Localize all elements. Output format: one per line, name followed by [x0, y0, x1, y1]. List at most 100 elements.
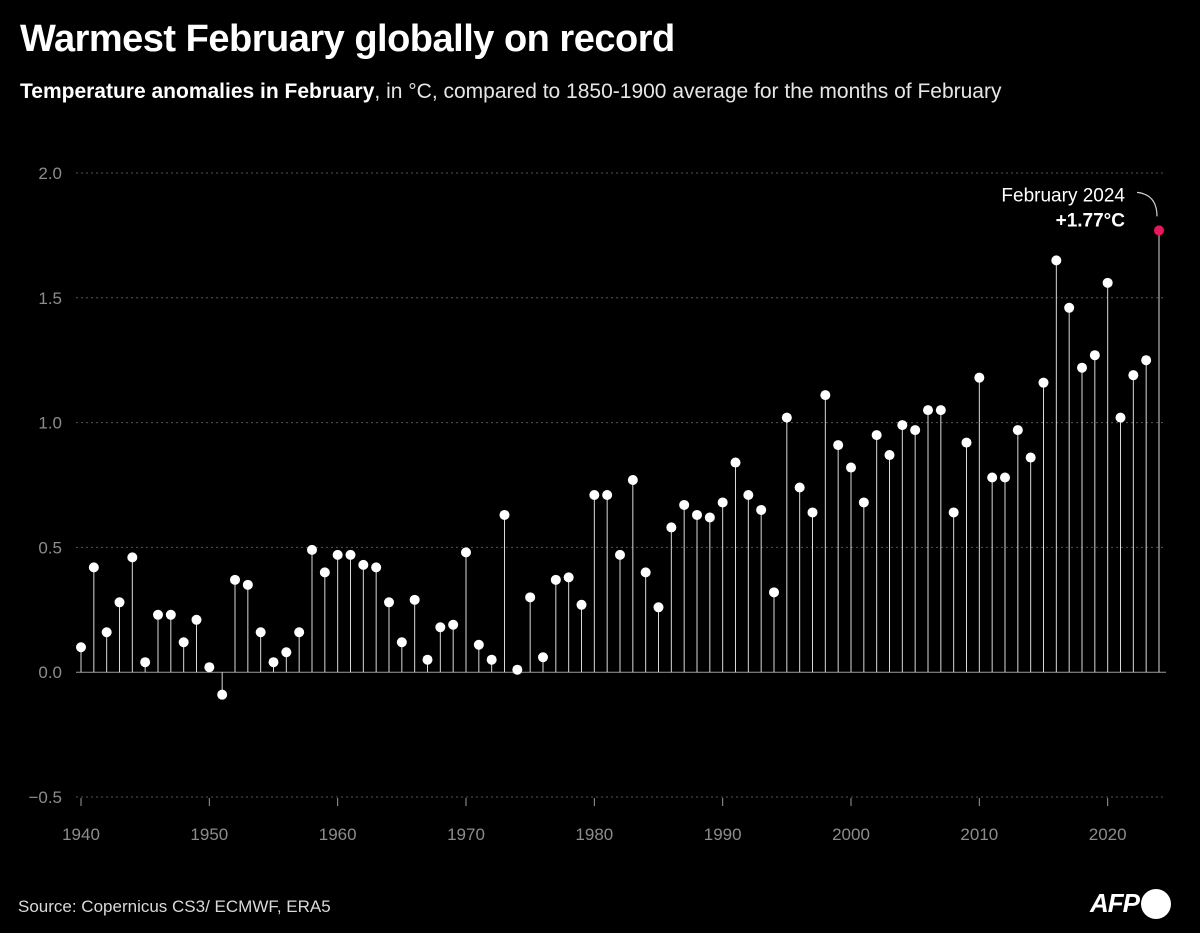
data-point — [409, 594, 420, 605]
data-point — [897, 420, 908, 431]
data-point — [576, 599, 587, 610]
data-point — [178, 637, 189, 648]
data-point — [486, 654, 497, 665]
data-point — [679, 499, 690, 510]
data-point — [1141, 355, 1152, 366]
subtitle-bold: Temperature anomalies in February — [20, 80, 375, 103]
x-tick-label: 1960 — [319, 825, 357, 844]
data-point — [217, 689, 228, 700]
data-point — [358, 559, 369, 570]
data-point — [1064, 302, 1075, 313]
data-point — [884, 450, 895, 461]
data-point — [242, 579, 253, 590]
chart-title: Warmest February globally on record — [20, 18, 675, 60]
data-point — [769, 587, 779, 598]
data-point — [101, 627, 112, 638]
data-point — [717, 497, 728, 508]
data-point — [1051, 255, 1062, 266]
data-point-highlight — [1154, 225, 1164, 236]
data-point — [589, 489, 600, 500]
data-point — [987, 472, 998, 483]
data-point — [781, 412, 792, 423]
data-point — [1128, 370, 1139, 381]
data-point — [294, 627, 305, 638]
data-point — [730, 457, 741, 468]
data-point — [1115, 412, 1126, 423]
data-point — [1012, 425, 1023, 436]
annotation-label: February 2024 — [1001, 185, 1125, 206]
data-point — [923, 405, 933, 416]
data-point — [319, 567, 330, 578]
y-tick-label: −0.5 — [28, 788, 62, 807]
data-point — [640, 567, 651, 578]
data-point — [332, 549, 343, 560]
data-point — [127, 552, 138, 563]
data-point — [1025, 452, 1036, 463]
data-point — [435, 622, 446, 633]
y-tick-label: 0.0 — [38, 663, 62, 682]
y-tick-label: 0.5 — [38, 538, 62, 557]
data-point — [820, 390, 831, 401]
data-point — [666, 522, 677, 533]
data-point — [307, 544, 317, 555]
data-point — [114, 597, 125, 608]
data-point — [615, 549, 625, 560]
logo-text: AFP — [1090, 888, 1140, 918]
data-point — [345, 549, 356, 560]
x-tick-label: 2010 — [960, 825, 998, 844]
data-point — [384, 597, 394, 608]
subtitle-rest: , in °C, compared to 1850-1900 average f… — [374, 80, 1002, 103]
data-point — [807, 507, 818, 518]
data-point — [1089, 350, 1100, 361]
data-point — [422, 654, 433, 665]
data-point — [948, 507, 959, 518]
x-tick-label: 1990 — [704, 825, 742, 844]
data-point — [935, 405, 946, 416]
data-point — [961, 437, 972, 448]
x-tick-label: 1940 — [62, 825, 100, 844]
data-point — [743, 489, 754, 500]
data-point — [268, 657, 279, 668]
source-note: Source: Copernicus CS3/ ECMWF, ERA5 — [18, 897, 331, 916]
x-tick-label: 1950 — [190, 825, 228, 844]
data-point — [756, 504, 767, 515]
data-point — [230, 574, 240, 585]
data-point — [396, 637, 407, 648]
x-tick-label: 1970 — [447, 825, 485, 844]
afp-logo: AFP — [1090, 888, 1171, 919]
y-tick-label: 1.0 — [38, 414, 62, 433]
data-point — [563, 572, 574, 583]
data-point — [1000, 472, 1010, 483]
data-point — [165, 609, 176, 620]
data-point — [255, 627, 266, 638]
data-point — [974, 372, 985, 383]
chart-subtitle: Temperature anomalies in February, in °C… — [20, 80, 1001, 104]
data-point — [512, 664, 523, 675]
data-point — [1077, 362, 1087, 373]
x-tick-label: 1980 — [575, 825, 613, 844]
annotation-value: +1.77°C — [1056, 210, 1126, 231]
data-point — [846, 462, 856, 473]
data-point — [910, 425, 921, 436]
data-point — [871, 430, 882, 441]
data-point — [76, 642, 86, 653]
y-tick-label: 2.0 — [38, 164, 62, 183]
logo-dot-icon — [1141, 888, 1171, 919]
data-point — [371, 562, 382, 573]
data-point — [525, 592, 536, 603]
data-point — [627, 475, 638, 486]
data-point — [191, 614, 202, 625]
data-point — [1102, 277, 1113, 288]
data-point — [153, 609, 163, 620]
data-point — [653, 602, 664, 613]
x-tick-label: 2000 — [832, 825, 870, 844]
y-tick-label: 1.5 — [38, 289, 62, 308]
data-point — [692, 509, 702, 520]
data-point — [1038, 377, 1049, 388]
data-point — [448, 619, 459, 630]
data-point — [858, 497, 869, 508]
data-point — [281, 647, 292, 658]
data-point — [204, 662, 215, 673]
data-point — [794, 482, 805, 493]
